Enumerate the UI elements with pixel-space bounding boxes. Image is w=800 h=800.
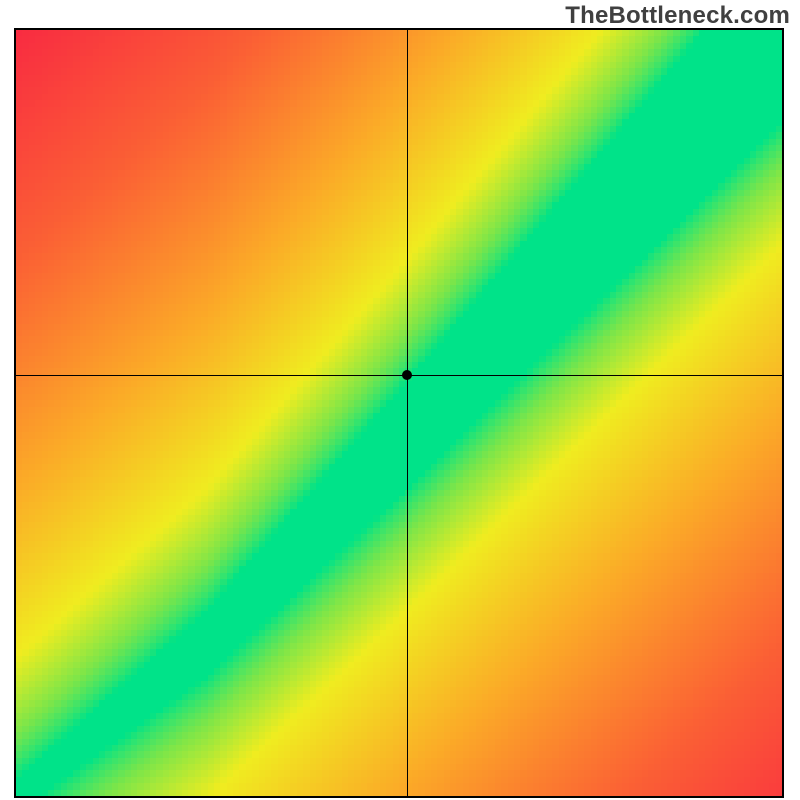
watermark-text: TheBottleneck.com xyxy=(565,2,790,30)
chart-plot-area xyxy=(14,28,784,798)
container: TheBottleneck.com xyxy=(0,0,800,800)
crosshair-horizontal xyxy=(16,375,782,376)
crosshair-vertical xyxy=(407,30,408,796)
crosshair-marker xyxy=(402,370,412,380)
heatmap-canvas xyxy=(16,30,782,796)
